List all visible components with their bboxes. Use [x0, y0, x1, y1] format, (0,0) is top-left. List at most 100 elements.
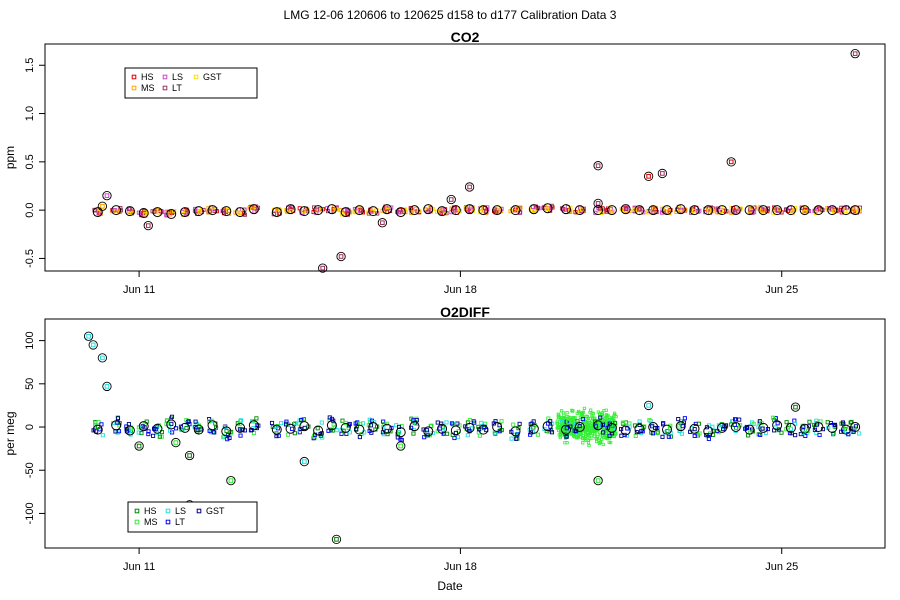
o2diff-data-points: [83, 331, 862, 545]
co2-calibration-mean-circle: [111, 205, 122, 216]
co2-sample-point: [451, 206, 456, 211]
o2diff-sample-point: [139, 431, 144, 436]
co2-x-tick-label: Jun 18: [444, 284, 477, 296]
o2diff-sample-point: [384, 421, 389, 426]
co2-calibration-mean-circle: [423, 204, 434, 215]
o2diff-sample-point: [637, 419, 642, 424]
co2-calibration-mean-circle: [528, 204, 539, 215]
o2diff-cluster-point: [556, 412, 560, 416]
co2-calibration-mean-circle: [313, 205, 324, 216]
co2-sample-point: [517, 206, 522, 211]
o2diff-sample-point: [593, 424, 599, 429]
o2diff-sample-point: [238, 418, 244, 423]
co2-sample-point: [319, 208, 324, 213]
co2-calibration-mean-circle: [207, 205, 218, 216]
o2diff-sample-point: [716, 423, 721, 428]
co2-sample-point: [531, 204, 536, 209]
co2-outlier-point: [660, 171, 665, 176]
co2-calibration-mean-circle: [450, 205, 461, 216]
co2-sample-point: [515, 206, 520, 211]
o2diff-sample-point: [340, 418, 345, 423]
co2-sample-point: [783, 207, 788, 212]
co2-outlier-mean-circle: [593, 198, 603, 209]
co2-sample-point: [334, 207, 339, 212]
o2diff-cluster-point: [600, 434, 605, 438]
co2-calibration-mean-circle: [799, 205, 810, 216]
o2diff-sample-point: [398, 437, 403, 442]
co2-outlier-mean-circle: [143, 220, 153, 231]
o2diff-sample-point: [136, 430, 141, 435]
co2-sample-point: [301, 209, 306, 214]
o2diff-cluster-point: [587, 433, 591, 437]
o2diff-panel-title: O2DIFF: [440, 304, 490, 320]
o2diff-cluster-point: [587, 444, 591, 448]
o2diff-calibration-mean-circle: [744, 424, 755, 435]
o2diff-outlier-point: [104, 384, 110, 389]
o2diff-legend-label: MS: [144, 517, 158, 527]
co2-calibration-mean-circle: [730, 205, 741, 216]
o2diff-sample-point: [801, 428, 806, 433]
o2diff-cluster-point: [570, 409, 575, 413]
co2-sample-point: [408, 206, 413, 211]
o2diff-calibration-mean-circle: [111, 420, 122, 431]
o2diff-calibration-mean-circle: [409, 421, 420, 432]
co2-sample-point: [168, 212, 173, 217]
o2diff-sample-point: [535, 432, 540, 437]
co2-calibration-mean-circle: [772, 205, 783, 216]
co2-sample-point: [609, 209, 614, 214]
o2diff-sample-point: [807, 419, 812, 424]
o2diff-cluster-point: [555, 419, 559, 423]
o2diff-plot-frame: [44, 318, 886, 549]
o2diff-calibration-mean-circle: [248, 420, 259, 431]
o2diff-cluster-point: [585, 427, 589, 431]
co2-panel: CO2 ppm Jun 11 Jun 18 Jun 25 -0.5 0.0 0.5 1.0 1…: [3, 29, 886, 296]
o2diff-cluster-point: [602, 409, 606, 413]
o2diff-sample-point: [793, 433, 798, 438]
o2diff-sample-point: [397, 430, 402, 435]
co2-sample-point: [143, 212, 148, 217]
co2-calibration-mean-circle: [648, 205, 659, 216]
o2diff-sample-point: [367, 417, 372, 422]
o2diff-sample-point: [549, 430, 555, 435]
o2diff-calibration-mean-circle: [850, 422, 861, 433]
co2-outlier-point: [104, 193, 110, 198]
co2-sample-point: [651, 210, 656, 215]
co2-sample-point: [181, 208, 186, 214]
o2diff-calibration-mean-circle: [354, 424, 365, 435]
o2diff-sample-point: [99, 422, 104, 427]
o2diff-outlier-mean-circle: [83, 331, 94, 341]
o2diff-legend-marker: [134, 519, 140, 525]
o2diff-y-tick-label: 100: [24, 331, 36, 349]
co2-sample-point: [851, 207, 856, 212]
o2diff-outlier-point: [228, 478, 234, 483]
o2diff-sample-point: [353, 421, 358, 426]
o2diff-calibration-mean-circle: [193, 424, 204, 435]
o2diff-sample-point: [334, 428, 339, 433]
o2diff-sample-point: [227, 435, 232, 440]
co2-calibration-mean-circle: [606, 205, 617, 216]
co2-legend-marker: [193, 74, 199, 80]
co2-sample-point: [252, 209, 257, 214]
o2diff-sample-point: [789, 431, 794, 436]
o2diff-sample-point: [437, 426, 442, 431]
o2diff-sample-point: [784, 420, 789, 425]
o2diff-sample-point: [528, 430, 534, 435]
co2-sample-point: [397, 210, 402, 215]
o2diff-sample-point: [737, 417, 742, 422]
o2diff-sample-point: [660, 434, 665, 439]
o2diff-cluster-point: [596, 410, 600, 414]
o2diff-cluster-point: [580, 437, 585, 441]
o2diff-sample-point: [517, 421, 522, 426]
co2-sample-point: [496, 206, 501, 211]
o2diff-outlier-mean-circle: [593, 475, 603, 486]
o2diff-sample-point: [269, 420, 275, 426]
o2diff-outlier-mean-circle: [102, 381, 112, 392]
co2-outlier-point: [380, 220, 385, 226]
co2-sample-point: [776, 208, 781, 213]
o2diff-sample-point: [146, 429, 151, 434]
o2diff-sample-point: [661, 421, 666, 426]
o2diff-sample-point: [411, 431, 416, 436]
o2diff-legend-marker: [165, 508, 171, 514]
co2-sample-point: [443, 211, 448, 216]
o2diff-sample-point: [397, 424, 402, 430]
